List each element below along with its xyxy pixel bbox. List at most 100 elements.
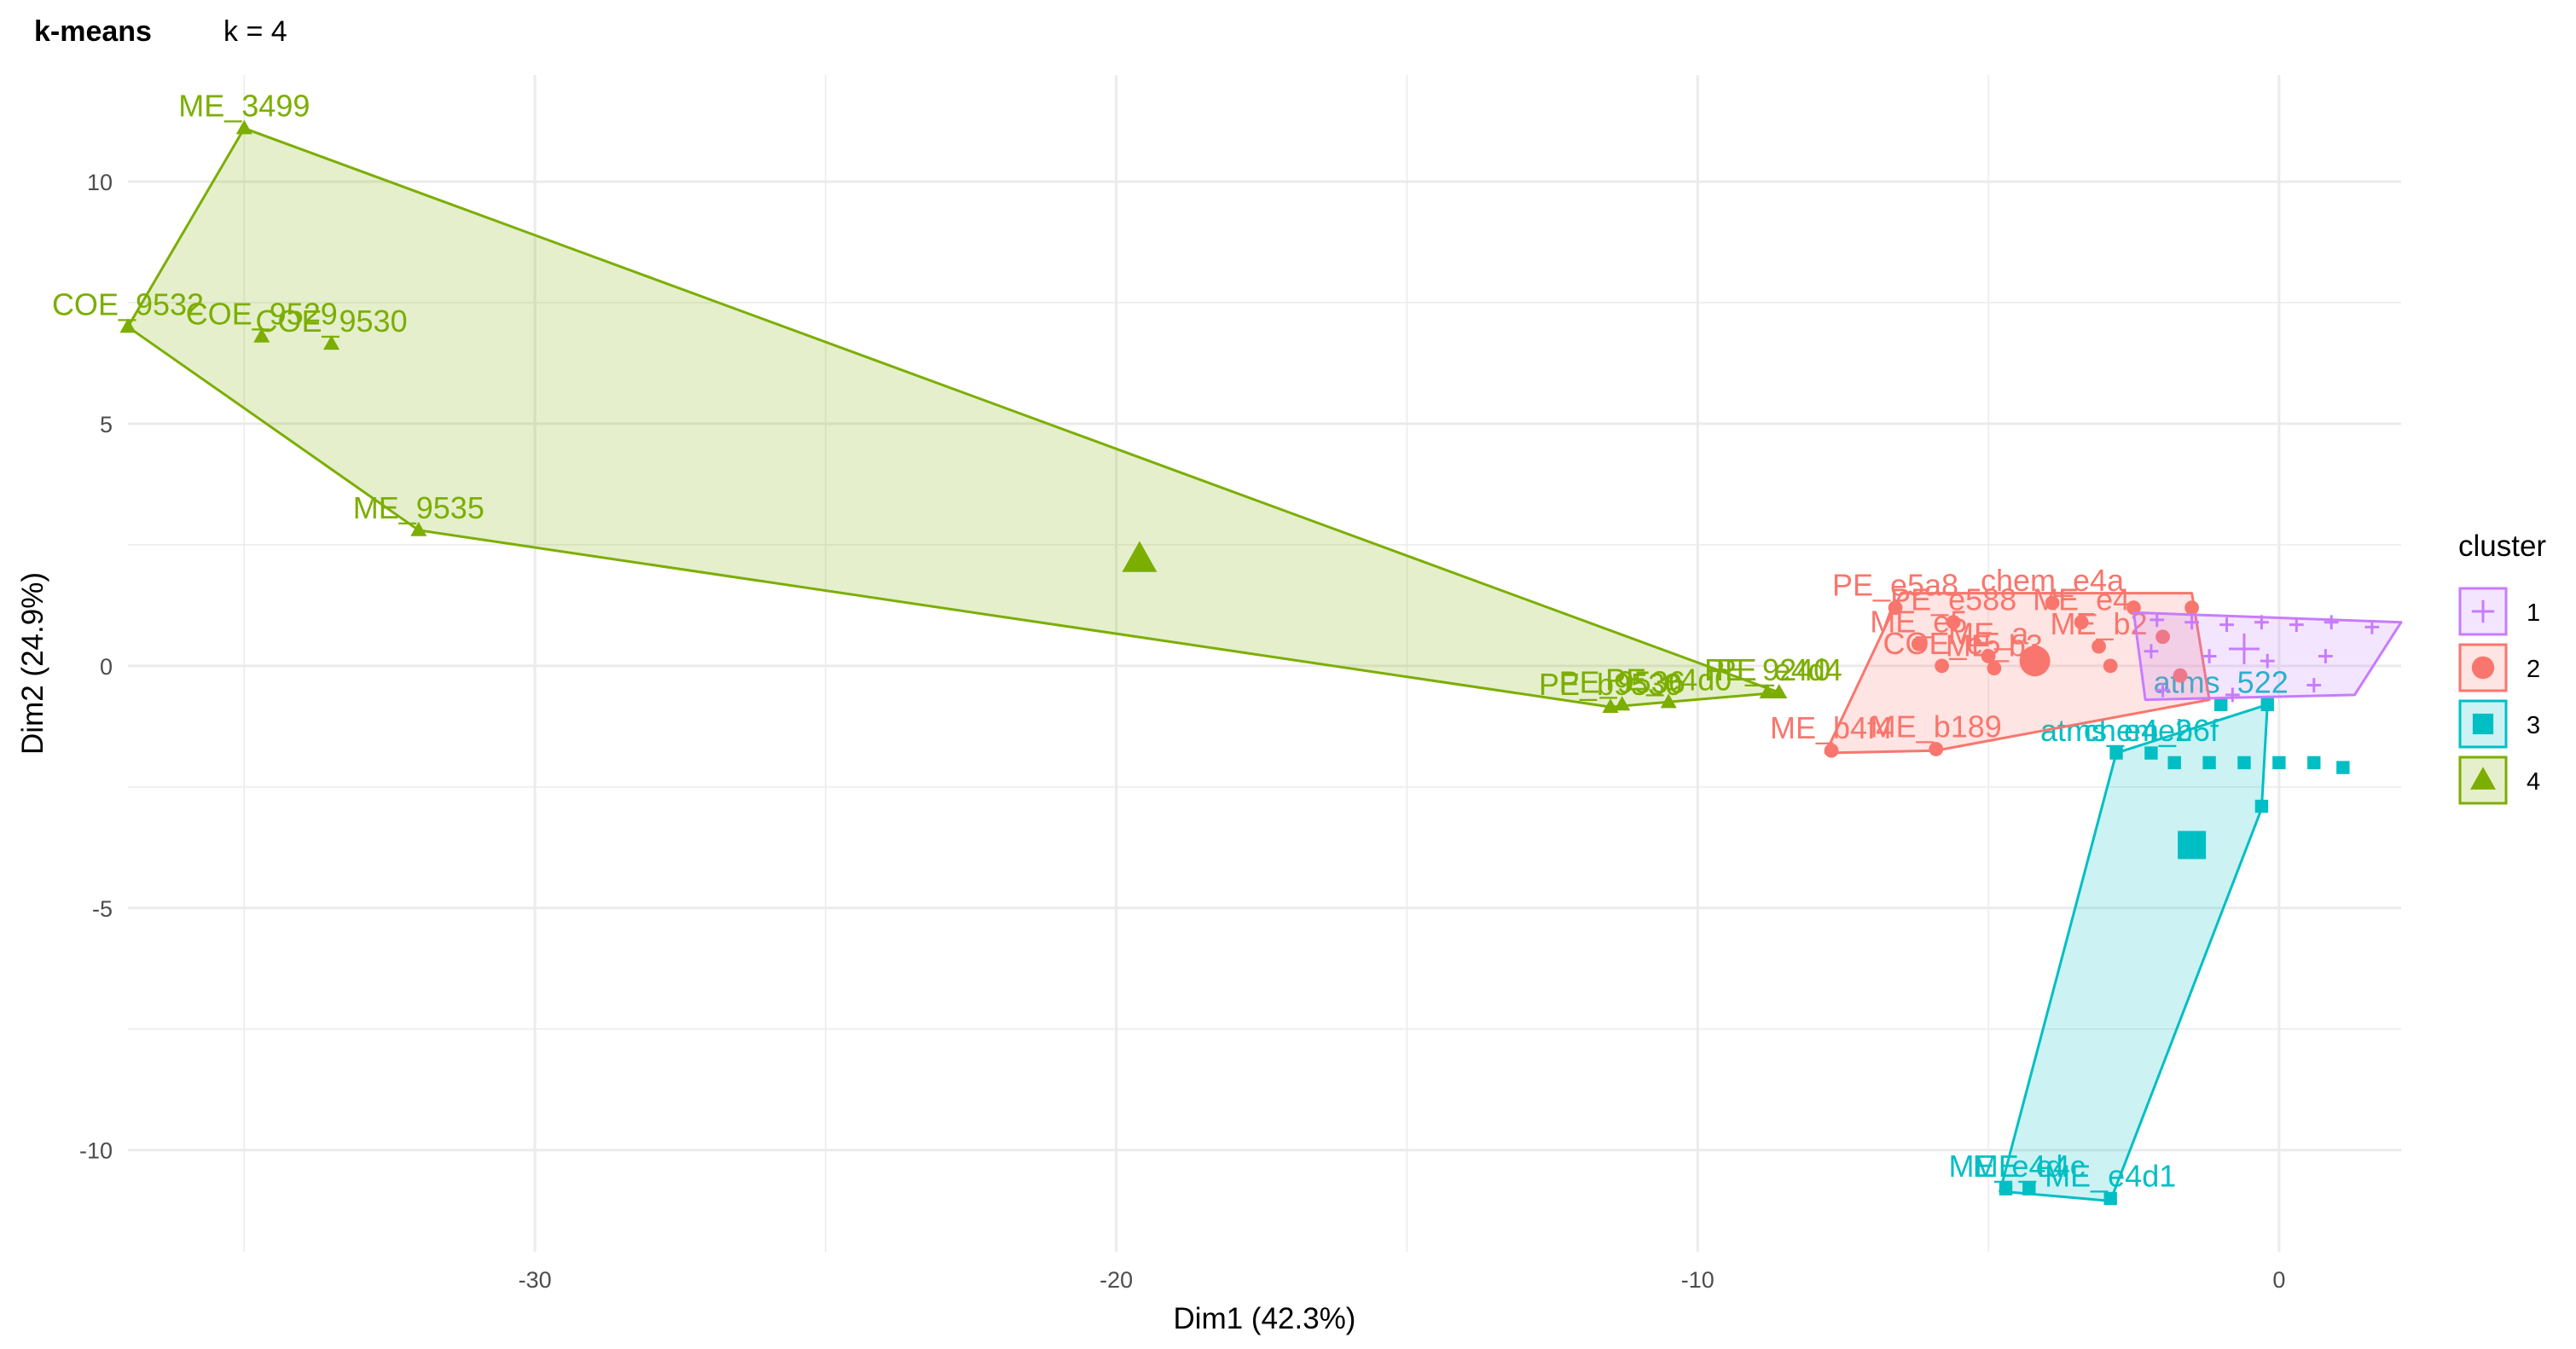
- point-label: PE_e4d4: [1716, 652, 1842, 687]
- point-label: ME_e4d1: [2045, 1159, 2176, 1194]
- y-tick-label: 0: [100, 654, 113, 680]
- chart-title: k-means: [34, 15, 152, 48]
- cluster-3-point: [2109, 746, 2123, 760]
- cluster-3-centroid: [2178, 831, 2207, 860]
- y-axis-title: Dim2 (24.9%): [16, 572, 49, 755]
- cluster-2-hull: [1824, 592, 2211, 755]
- cluster-2-point: [2103, 658, 2118, 674]
- cluster-2-point: [1946, 615, 1961, 630]
- cluster-2-point: [2126, 600, 2141, 616]
- point-label: ME_e4: [2033, 582, 2130, 617]
- cluster-2-point: [2184, 600, 2200, 616]
- grid: [128, 75, 2401, 1252]
- cluster-1-point: [2318, 649, 2333, 663]
- cluster-4-point: [1614, 696, 1631, 711]
- y-tick-label: 5: [100, 412, 113, 437]
- x-tick-label: -20: [1099, 1267, 1133, 1293]
- point-label: ME_b3: [1946, 628, 2043, 663]
- x-tick-label: -10: [1681, 1267, 1714, 1293]
- cluster-3-point: [2214, 698, 2228, 711]
- cluster-3-point: [2144, 746, 2158, 760]
- cluster-3-point: [2260, 698, 2274, 711]
- legend-marker-1: [2471, 599, 2495, 623]
- cluster-1-point: [2144, 644, 2159, 659]
- point-label: COE_9529: [186, 297, 338, 332]
- point-label: ME_9535: [353, 490, 484, 525]
- point-label: PE_e588: [1890, 582, 2016, 617]
- cluster-2-point: [2074, 615, 2089, 630]
- legend-label-4: 4: [2527, 768, 2540, 796]
- point-label: PE_9240: [1704, 652, 1830, 687]
- cluster-4-hull: [126, 126, 1781, 709]
- cluster-2-group: ME_b4f4ME_b189PE_e5a8PE_e588ME_e5COE_e5M…: [1770, 563, 2211, 758]
- cluster-3-point: [2336, 761, 2350, 774]
- cluster-4-point: [1771, 684, 1788, 699]
- cluster-2-point: [1824, 743, 1839, 758]
- cluster-1-point: [2184, 615, 2200, 630]
- legend-title: cluster: [2458, 530, 2546, 563]
- cluster-3-point: [2307, 756, 2321, 770]
- cluster-2-centroid: [2019, 646, 2051, 677]
- cluster-3-point: [2202, 756, 2216, 770]
- point-label: ME_3499: [178, 88, 310, 123]
- legend: cluster 1 2 3 4: [2458, 530, 2546, 805]
- x-axis-title: Dim1 (42.3%): [1174, 1302, 1356, 1335]
- cluster-3-point: [2103, 1191, 2117, 1206]
- cluster-2-point: [1911, 636, 1926, 651]
- point-label: ME_e4c: [1973, 1149, 2086, 1184]
- point-label: ME_a: [1948, 616, 2029, 651]
- cluster-1-point: [2254, 615, 2269, 630]
- cluster-4-point: [410, 521, 427, 536]
- x-tick-label: -30: [519, 1267, 552, 1293]
- cluster-4-point: [235, 119, 252, 135]
- point-label: ME_b4f4: [1770, 710, 1893, 745]
- legend-label-2: 2: [2527, 656, 2540, 683]
- cluster-1-point: [2150, 612, 2165, 628]
- cluster-1-point: [2306, 678, 2322, 692]
- point-label: ME_e4d: [1948, 1149, 2063, 1184]
- cluster-2-point: [2173, 668, 2188, 683]
- cluster-3-point: [2237, 756, 2251, 770]
- cluster-1-point: [2289, 617, 2304, 632]
- cluster-2-point: [1981, 649, 1996, 663]
- cluster-1-point: [2364, 620, 2380, 634]
- legend-label-1: 1: [2527, 599, 2540, 627]
- y-tick-label: -10: [79, 1138, 113, 1164]
- cluster-1-point: [2155, 682, 2170, 698]
- cluster-4-centroid: [1122, 541, 1157, 572]
- cluster-3-hull: [1999, 703, 2269, 1202]
- cluster-3-group: ME_e4dME_e4cME_e4d1atms_e4e2chem_b6fatms…: [1948, 664, 2350, 1206]
- cluster-2-point: [2092, 639, 2106, 654]
- cluster-3-point: [1999, 1182, 2013, 1196]
- cluster-2-point: [2045, 595, 2060, 611]
- cluster-4-point: [1602, 698, 1619, 714]
- cluster-1-point: [2260, 653, 2275, 669]
- cluster-2-point: [1929, 742, 1944, 756]
- cluster-4-point: [1759, 684, 1776, 699]
- cluster-2-point: [1935, 658, 1949, 674]
- cluster-2-point: [1987, 661, 2002, 676]
- cluster-4-point: [119, 318, 136, 333]
- cluster-2-point: [1888, 600, 1903, 616]
- cluster-1-centroid: [2228, 633, 2260, 664]
- point-label: PE_b9530: [1539, 667, 1682, 702]
- cluster-1-point: [2219, 617, 2234, 632]
- y-tick-label: 10: [87, 170, 113, 195]
- legend-marker-4: [2469, 767, 2497, 790]
- point-label: PE_e5a8: [1832, 568, 1958, 603]
- cluster-3-point: [2167, 756, 2181, 770]
- y-tick-label: -5: [92, 896, 113, 922]
- legend-marker-3: [2472, 713, 2494, 735]
- point-label: PE_9536: [1559, 664, 1685, 699]
- cluster-1-point: [2225, 687, 2240, 703]
- point-label: atms_e4e2: [2040, 713, 2192, 748]
- cluster-2-point: [2155, 629, 2170, 645]
- legend-marker-2: [2471, 656, 2495, 680]
- cluster-1-point: [2202, 649, 2217, 663]
- legend-label-3: 3: [2527, 712, 2540, 739]
- point-label: COE_9530: [255, 304, 407, 339]
- point-label: COE_e5: [1883, 626, 2001, 661]
